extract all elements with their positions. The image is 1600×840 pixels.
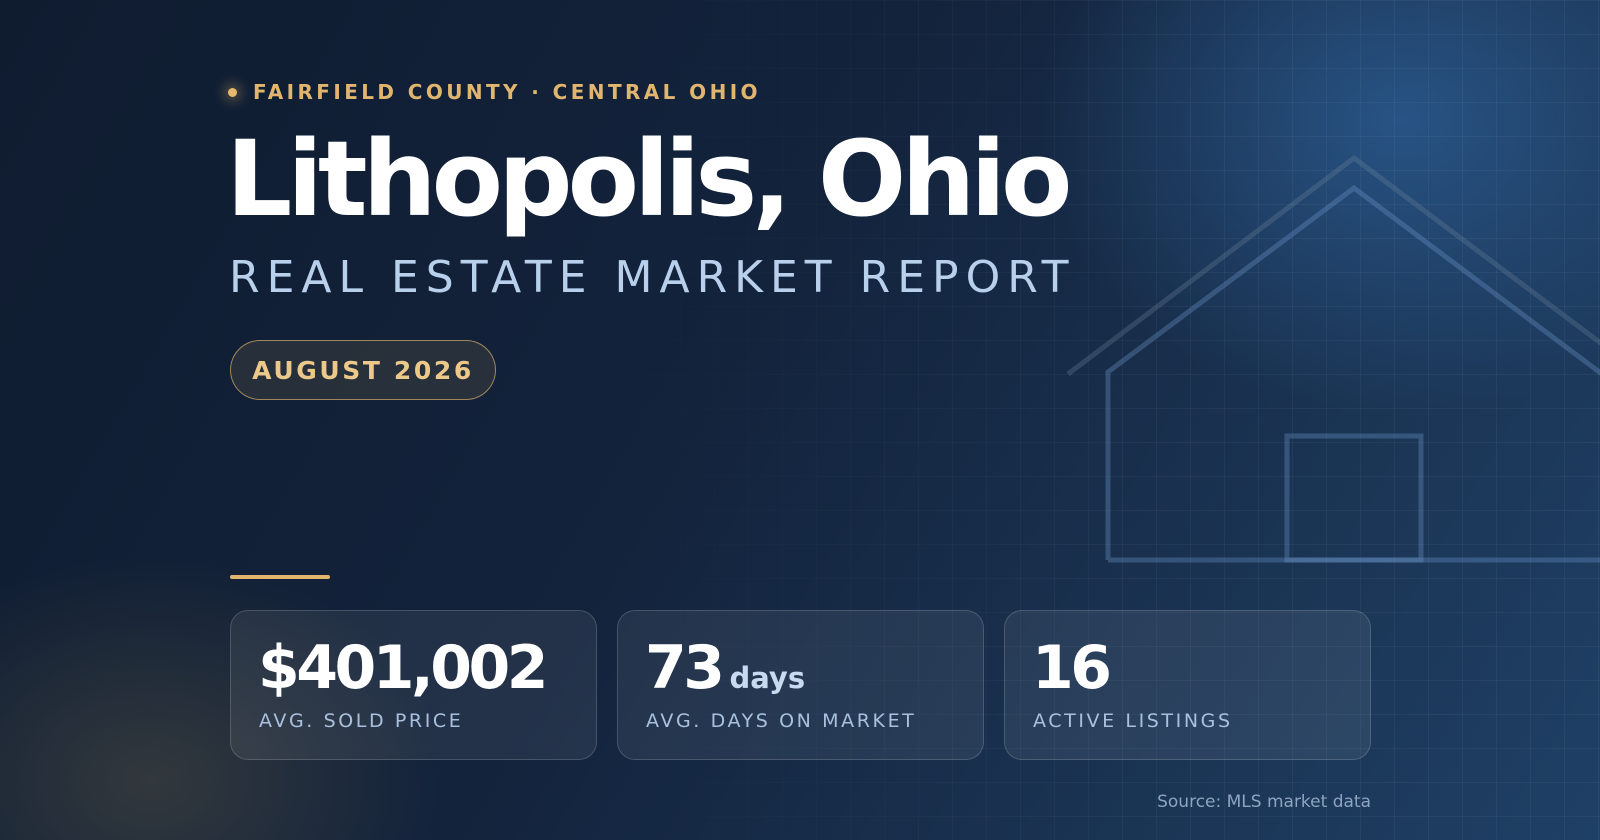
stat-card: $401,002 AVG. SOLD PRICE xyxy=(230,610,597,760)
stat-label: AVG. DAYS ON MARKET xyxy=(646,710,917,732)
stat-unit: days xyxy=(729,661,806,695)
house-body xyxy=(1105,184,1600,563)
stat-label: AVG. SOLD PRICE xyxy=(259,710,464,732)
source: Source: MLS market data xyxy=(1157,792,1371,812)
date-pill: AUGUST 2026 xyxy=(230,340,496,400)
stat-label: ACTIVE LISTINGS xyxy=(1033,710,1233,732)
eyebrow: FAIRFIELD COUNTY · CENTRAL OHIO xyxy=(228,80,761,104)
stat-value: 73 xyxy=(645,633,725,703)
roof-line xyxy=(1066,154,1600,376)
title: Lithopolis, Ohio xyxy=(226,118,1072,240)
eyebrow-text: FAIRFIELD COUNTY · CENTRAL OHIO xyxy=(253,80,761,104)
subtitle: REAL ESTATE MARKET REPORT xyxy=(229,252,1076,303)
eyebrow-dot xyxy=(228,87,237,97)
stat-value-row: 73 days xyxy=(645,633,805,703)
stat-value-row: $401,002 xyxy=(258,633,549,703)
stat-value-row: 16 xyxy=(1032,633,1112,703)
stat-value: $401,002 xyxy=(258,633,549,703)
stat-card: 73 days AVG. DAYS ON MARKET xyxy=(617,610,984,760)
stat-card: 16 ACTIVE LISTINGS xyxy=(1004,610,1371,760)
house-door xyxy=(1284,433,1424,563)
accent-rule xyxy=(230,575,330,579)
stat-value: 16 xyxy=(1032,633,1112,703)
